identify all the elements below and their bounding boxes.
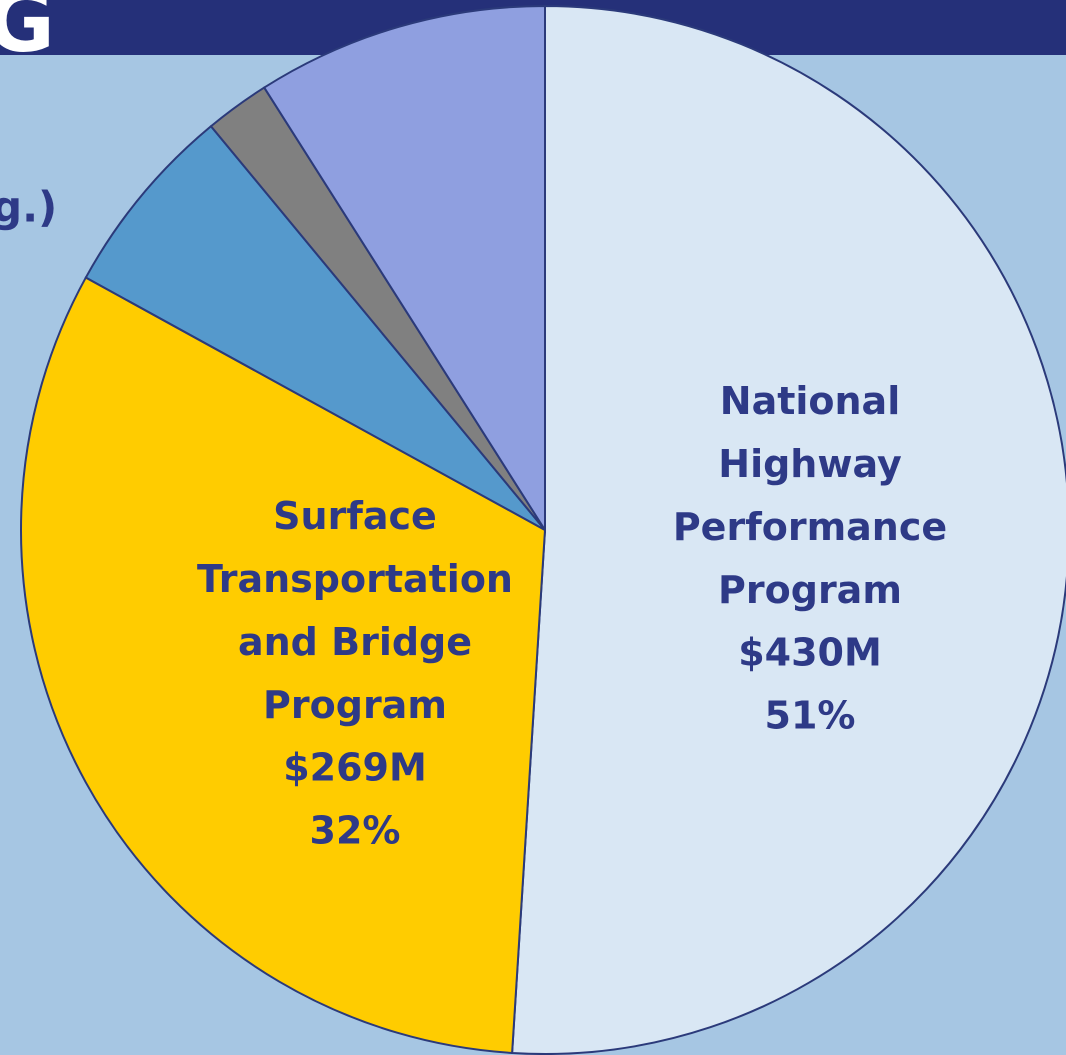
slice-label: National Highway Performance Program <box>673 379 947 612</box>
slice-label-line: National <box>720 379 900 423</box>
amount-label: $430M <box>738 631 882 675</box>
slice-label-line: and Bridge <box>238 620 472 664</box>
cut-off-text: g.) <box>0 183 57 232</box>
pie-slice <box>19 276 547 1055</box>
slice-label: Surface Transportation and Bridge Program <box>197 494 513 727</box>
pie-slice <box>262 4 546 534</box>
pie-slice <box>511 4 1066 1055</box>
slice-label-line: Highway <box>718 442 902 486</box>
slice-label-line: Transportation <box>197 557 513 601</box>
value-label: 51% <box>765 694 856 738</box>
pie-slice <box>84 124 546 531</box>
slice-label-line: Program <box>718 568 902 612</box>
value-label: 32% <box>310 809 401 853</box>
slice-label-line: Program <box>263 683 447 727</box>
slice-label-line: Performance <box>673 505 947 549</box>
slice-label-line: Surface <box>273 494 437 538</box>
header-title: G <box>0 0 55 71</box>
amount-label: $269M <box>283 746 427 790</box>
